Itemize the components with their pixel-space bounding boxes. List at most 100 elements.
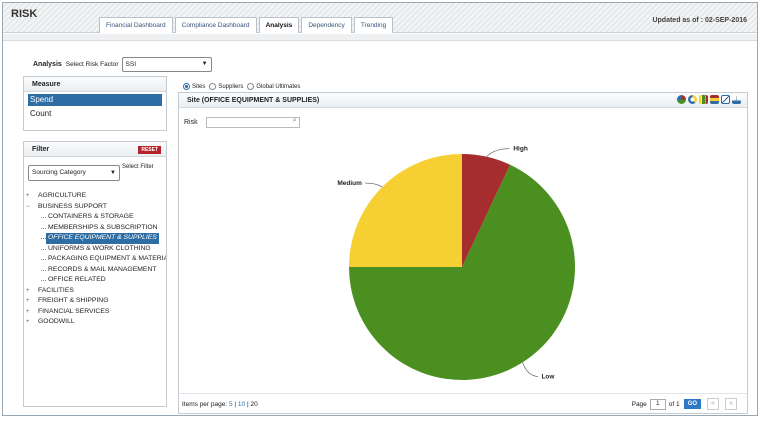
risk-factor-select[interactable]: SSI ▼ (121, 57, 212, 72)
expand-icon[interactable]: + (26, 319, 30, 325)
tab-compliance-dashboard[interactable]: Compliance Dashboard (174, 17, 257, 33)
chart-header: Site (OFFICE EQUIPMENT & SUPPLIES) ↓ (179, 93, 747, 108)
analysis-label: Analysis (33, 61, 62, 68)
tree-connector (41, 238, 46, 239)
tree-item[interactable]: RECORDS & MAIL MANAGEMENT (24, 265, 166, 276)
radio-suppliers[interactable] (209, 83, 217, 90)
tree-connector (41, 227, 46, 229)
chart-title: Site (OFFICE EQUIPMENT & SUPPLIES) (187, 97, 320, 104)
tree-item-label: UNIFORMS & WORK CLOTHING (48, 244, 151, 252)
pie-slice-high[interactable] (462, 154, 511, 267)
tree-item-label: OFFICE EQUIPMENT & SUPPLIES (46, 233, 159, 244)
tree-item-label: MEMBERSHIPS & SUBSCRIPTION (48, 223, 158, 231)
tree-item[interactable]: UNIFORMS & WORK CLOTHING (24, 244, 166, 255)
filter-panel: Filter RESET Sourcing Category ▼ Select … (23, 141, 167, 407)
chart-panel: Site (OFFICE EQUIPMENT & SUPPLIES) ↓ Ris… (178, 92, 748, 414)
tree-item[interactable]: − BUSINESS SUPPORT (24, 202, 166, 213)
expand-icon[interactable]: + (26, 193, 30, 199)
total-pages: 1 (676, 400, 680, 408)
tree-item-label: CONTAINERS & STORAGE (48, 213, 134, 220)
tree-item-label: FREIGHT & SHIPPING (38, 297, 109, 304)
risk-filter: Risk ⌕ (184, 117, 300, 128)
pie-chart-icon[interactable] (677, 95, 686, 104)
radio-sites[interactable] (183, 83, 190, 90)
category-tree: + AGRICULTURE − BUSINESS SUPPORT CONTAINERS … (24, 191, 166, 351)
measure-spend[interactable]: Spend (28, 94, 162, 106)
chevron-down-icon: ▼ (201, 61, 208, 67)
app-frame: RISK Financial Dashboard Compliance Dash… (2, 2, 758, 416)
pie-label-low: Low (541, 373, 555, 380)
pie-leader-line (522, 362, 539, 377)
page-number-input[interactable]: 1 (649, 398, 666, 410)
pie-slice-low[interactable] (349, 164, 575, 380)
tree-connector (41, 248, 46, 250)
tree-item[interactable]: CONTAINERS & STORAGE (24, 212, 166, 223)
tree-item[interactable]: OFFICE EQUIPMENT & SUPPLIES (24, 233, 166, 244)
collapse-icon[interactable]: − (26, 203, 30, 210)
tree-item[interactable]: + GOODWILL (24, 317, 166, 328)
sub-bar (3, 34, 757, 41)
tree-item-label: FACILITIES (38, 286, 74, 294)
pager: Page 1 of 1 GO « » (632, 398, 737, 410)
page-size-10[interactable]: 10 (237, 401, 246, 408)
expand-icon[interactable]: + (26, 298, 30, 304)
sourcing-category-value: Sourcing Category (32, 169, 86, 176)
radio-global-ultimates-label: Global Ultimates (256, 83, 301, 90)
items-per-page-label: Items per page: (182, 401, 228, 408)
select-filter-label: Select Filter (122, 164, 154, 170)
radio-suppliers-label: Suppliers (218, 83, 244, 90)
tab-dependency[interactable]: Dependency (301, 17, 352, 33)
chevron-down-icon: ▼ (110, 170, 116, 176)
tree-item[interactable]: + FINANCIAL SERVICES (24, 307, 166, 318)
pie-slice-medium[interactable] (349, 154, 462, 267)
prev-page-button[interactable]: « (707, 398, 719, 410)
tree-connector (41, 269, 46, 271)
page-size-5[interactable]: 5 (228, 401, 233, 408)
expand-icon[interactable]: + (26, 308, 30, 315)
tab-financial-dashboard[interactable]: Financial Dashboard (99, 17, 173, 33)
tree-item[interactable]: PACKAGING EQUIPMENT & MATERIALS (24, 254, 166, 265)
tab-trending[interactable]: Trending (353, 17, 394, 33)
tree-item-label: PACKAGING EQUIPMENT & MATERIALS (48, 255, 166, 262)
page-size-20[interactable]: 20 (250, 401, 258, 408)
download-icon[interactable]: ↓ (732, 95, 741, 104)
bar-chart-icon[interactable] (699, 95, 708, 104)
pie-leader-line (486, 148, 510, 157)
tree-item-label: AGRICULTURE (38, 192, 87, 199)
tree-item[interactable]: + AGRICULTURE (24, 191, 166, 202)
measure-count[interactable]: Count (30, 109, 52, 118)
risk-factor-value: SSI (125, 61, 137, 68)
search-icon: ⌕ (292, 117, 297, 124)
tree-connector (41, 259, 46, 260)
reset-button[interactable]: RESET (138, 146, 161, 154)
tree-item-label: GOODWILL (38, 318, 75, 325)
radio-sites-label: Sites (192, 83, 206, 90)
expand-icon[interactable]: + (26, 287, 30, 294)
tree-item[interactable]: OFFICE RELATED (24, 275, 166, 286)
pie-label-high: High (513, 146, 527, 153)
radio-global-ultimates[interactable] (247, 83, 255, 90)
stacked-bar-icon[interactable] (710, 95, 719, 104)
next-page-button[interactable]: » (725, 398, 737, 410)
measure-title: Measure (24, 77, 166, 92)
risk-pie-chart: High Low Medium (337, 146, 575, 380)
of-label: of (668, 400, 675, 408)
tree-connector (41, 217, 46, 218)
donut-chart-icon[interactable] (688, 95, 697, 104)
tree-item-label: FINANCIAL SERVICES (38, 307, 110, 315)
tree-item[interactable]: MEMBERSHIPS & SUBSCRIPTION (24, 223, 166, 234)
tree-item[interactable]: + FREIGHT & SHIPPING (24, 296, 166, 307)
line-chart-icon[interactable] (721, 95, 730, 104)
pagination-footer: Items per page: 5 | 10 | 20 Page 1 of 1 … (179, 393, 747, 413)
filter-title: Filter (32, 146, 50, 153)
view-options: Sites Suppliers Global Ultimates (179, 83, 300, 90)
tree-item[interactable]: + FACILITIES (24, 286, 166, 297)
pie-label-medium: Medium (337, 180, 362, 187)
sourcing-category-select[interactable]: Sourcing Category ▼ (28, 165, 120, 181)
tree-item-label: RECORDS & MAIL MANAGEMENT (48, 265, 157, 273)
risk-search-input[interactable]: ⌕ (205, 117, 300, 128)
tab-bar: Financial Dashboard Compliance Dashboard… (99, 17, 395, 33)
go-button[interactable]: GO (683, 399, 701, 409)
tab-analysis[interactable]: Analysis (258, 17, 300, 33)
updated-date: Updated as of : 02-SEP-2016 (652, 17, 747, 24)
